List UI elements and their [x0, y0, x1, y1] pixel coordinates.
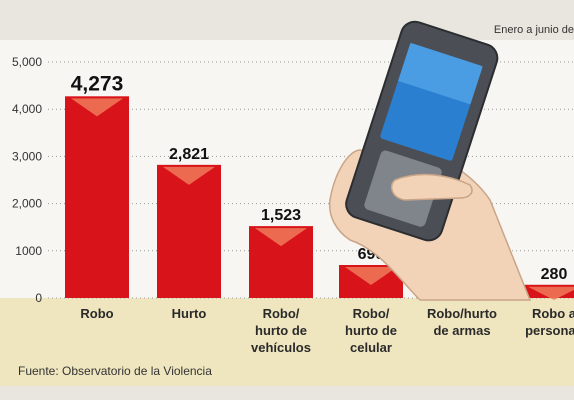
bar-notch [528, 286, 574, 300]
value-label: 1,523 [261, 207, 301, 224]
value-label: 2,821 [169, 146, 209, 163]
thumb [390, 173, 473, 201]
x-tick-label: Robo a personas [525, 306, 574, 338]
bar [157, 164, 221, 298]
x-tick-label: Hurto [171, 306, 207, 321]
x-tick-label: Robo/ hurto de vehículos [251, 306, 311, 355]
y-tick-label: 4,000 [12, 102, 42, 116]
x-tick-label: Robo [80, 306, 114, 321]
y-tick-label: 1000 [15, 244, 42, 258]
phone-illustration [328, 20, 532, 301]
y-tick-label: 5,000 [12, 55, 42, 69]
value-label: 4,273 [71, 72, 124, 95]
phone [345, 20, 499, 242]
phone-glare [398, 42, 483, 105]
bar [65, 96, 129, 299]
bar-notch [71, 98, 123, 117]
source: Fuente: Observatorio de la Violencia [18, 364, 212, 378]
x-tick-label: Robo/ hurto de celular [345, 306, 397, 355]
value-label: 280 [541, 266, 568, 283]
bar-notch [163, 166, 215, 185]
bar-notch [345, 267, 397, 286]
y-tick-label: 2,000 [12, 197, 42, 211]
bar-notch [255, 228, 307, 247]
category-band [0, 298, 574, 386]
x-tick-label: Robo/hurto de armas [426, 306, 498, 338]
y-tick-label: 0 [35, 291, 42, 305]
subtitle: Enero a junio de [493, 24, 574, 36]
y-tick-label: 3,000 [12, 149, 42, 163]
